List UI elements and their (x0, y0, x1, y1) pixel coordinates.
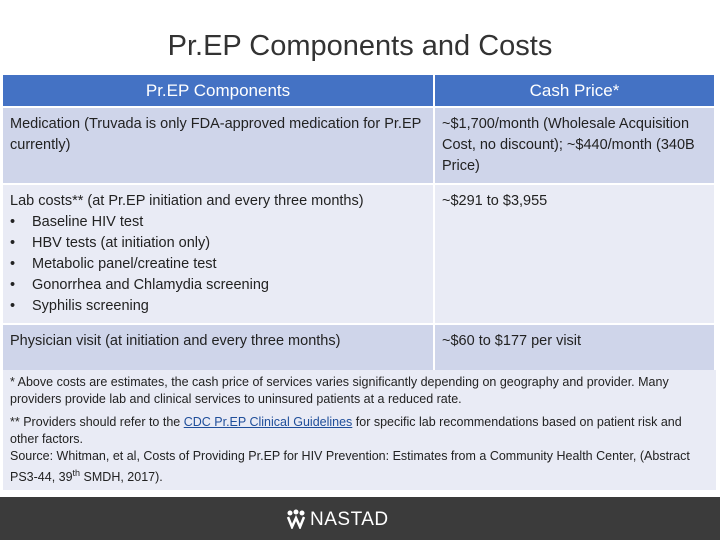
note: * Above costs are estimates, the cash pr… (10, 375, 669, 406)
header-cell: Cash Price* (434, 75, 716, 107)
note-text: SMDH, 2017). (83, 470, 163, 485)
header-row: Pr.EP Components Cash Price* (3, 75, 716, 107)
component-text: Medication (Truvada is only FDA-approved… (10, 116, 422, 153)
header-cell: Pr.EP Components (3, 75, 435, 107)
table-row: Medication (Truvada is only FDA-approved… (3, 106, 716, 184)
item: HBV tests (at initiation only) (10, 233, 426, 254)
logo-icon (286, 509, 306, 529)
item: Syphilis screening (10, 296, 426, 317)
table-row: Lab costs** (at Pr.EP initiation and eve… (3, 183, 716, 324)
component-text: Lab costs** (at Pr.EP initiation and eve… (10, 193, 364, 209)
note: Source: Whitman, et al, Costs of Providi… (10, 448, 709, 486)
item-list: Baseline HIV testHBV tests (at initiatio… (10, 212, 426, 317)
price-cell: ~$60 to $177 per visit (434, 323, 716, 373)
item: Metabolic panel/creatine test (10, 254, 426, 275)
footer-bar: NASTAD (0, 497, 720, 540)
superscript: th (72, 468, 81, 478)
item: Baseline HIV test (10, 212, 426, 233)
logo-text: NASTAD (310, 509, 389, 530)
footnotes: * Above costs are estimates, the cash pr… (3, 370, 716, 490)
guidelines-link[interactable]: CDC Pr.EP Clinical Guidelines (183, 415, 353, 429)
note-text: ** Providers should refer to the (10, 415, 181, 429)
slide-title: Pr.EP Components and Costs (167, 30, 553, 62)
note-text: for specific lab recommendations based o… (10, 415, 682, 446)
item: Gonorrhea and Chlamydia screening (10, 275, 426, 296)
note-text: Source: Whitman, et al, Costs of Providi… (10, 449, 690, 485)
component-text: Physician visit (at initiation and every… (10, 333, 341, 349)
note: ** Providers should refer to the CDC Pr.… (10, 414, 709, 448)
price-cell: ~$291 to $3,955 (434, 183, 716, 324)
component-cell: Medication (Truvada is only FDA-approved… (3, 106, 435, 184)
table-row: Physician visit (at initiation and every… (3, 323, 716, 373)
price-cell: ~$1,700/month (Wholesale Acquisition Cos… (434, 106, 716, 184)
component-cell: Physician visit (at initiation and every… (3, 323, 435, 373)
component-cell: Lab costs** (at Pr.EP initiation and eve… (3, 183, 435, 324)
cost-table: Pr.EP Components Cash Price* Medication … (3, 75, 716, 373)
